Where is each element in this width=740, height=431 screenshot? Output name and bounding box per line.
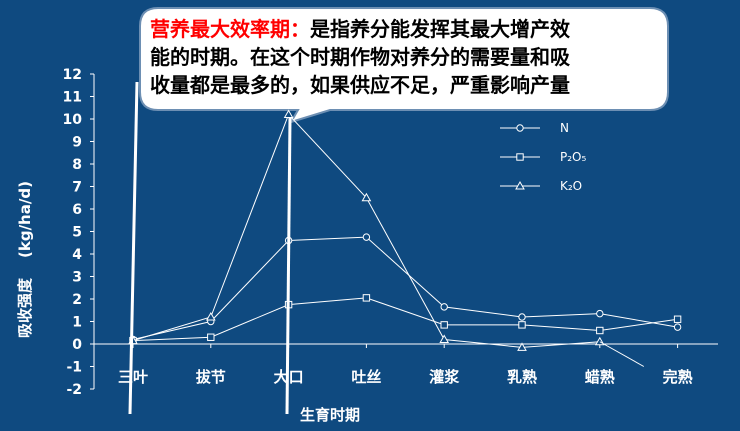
y-tick-label: 10 xyxy=(63,112,83,128)
data-point xyxy=(596,309,604,318)
x-category-label: 吐丝 xyxy=(351,368,381,386)
k2o-leader-line xyxy=(599,341,645,367)
data-point xyxy=(440,321,448,329)
y-axis-label: 吸收强度 xyxy=(16,277,34,338)
y-axis-unit: (kg/ha/d) xyxy=(16,181,34,258)
data-point xyxy=(439,334,450,343)
legend: N P₂O₅ K₂O xyxy=(500,121,586,193)
y-tick-label: 2 xyxy=(72,292,82,308)
y-tick-label: 3 xyxy=(72,270,82,286)
y-tick-label: 9 xyxy=(72,135,82,151)
callout-line-1-text: 是指养分能发挥其最大增产效 xyxy=(309,17,570,41)
series-2 xyxy=(128,109,605,351)
x-category-label: 拔节 xyxy=(196,368,226,386)
x-category-label: 灌浆 xyxy=(429,368,460,386)
callout-shape xyxy=(139,7,669,124)
series-group xyxy=(128,109,682,367)
callout-line-3: 收量都是最多的，如果供应不足，严重影响产量 xyxy=(150,73,570,97)
series-line-0 xyxy=(132,236,678,340)
data-point xyxy=(673,323,682,331)
annotation-line-right xyxy=(285,117,292,415)
annotation-line-left xyxy=(128,81,139,415)
y-tick-label: 8 xyxy=(72,157,82,173)
legend-marker xyxy=(516,153,524,161)
y-tick-label: 7 xyxy=(72,180,82,196)
data-point xyxy=(207,333,215,341)
x-category-label: 完熟 xyxy=(663,368,693,386)
y-tick-label: 4 xyxy=(72,247,82,263)
data-point xyxy=(440,303,448,311)
legend-label: K₂O xyxy=(560,179,582,193)
legend-marker xyxy=(515,180,525,190)
x-category-label: 蜡熟 xyxy=(585,368,615,386)
y-tick-label: -1 xyxy=(66,360,82,376)
data-point xyxy=(361,192,372,202)
callout-title: 营养最大效率期： xyxy=(150,17,310,41)
x-axis-label: 生育时期 xyxy=(300,406,360,424)
data-point xyxy=(518,313,526,321)
data-point xyxy=(518,321,526,329)
y-tick-label: 11 xyxy=(63,90,82,106)
data-point xyxy=(205,311,216,321)
data-point xyxy=(362,233,371,241)
y-tick-label: 1 xyxy=(72,315,82,331)
x-category-label: 乳熟 xyxy=(507,368,537,386)
data-point xyxy=(362,294,371,302)
data-point xyxy=(596,326,604,335)
x-category-labels: 三叶拔节大口吐丝灌浆乳熟蜡熟完熟 xyxy=(118,368,693,386)
x-category-label: 三叶 xyxy=(118,368,148,386)
y-tick-label: -2 xyxy=(66,382,82,398)
y-tick-label: 5 xyxy=(72,225,82,241)
data-point xyxy=(283,109,294,118)
data-point xyxy=(517,342,527,351)
callout-line-1: 营养最大效率期：是指养分能发挥其最大增产效 xyxy=(150,17,570,41)
callout-bubble: 营养最大效率期：是指养分能发挥其最大增产效 能的时期。在这个时期作物对养分的需要… xyxy=(139,7,669,124)
data-point xyxy=(673,315,682,323)
legend-label: N xyxy=(560,121,569,135)
series-line-2 xyxy=(132,113,600,348)
y-tick-label: 12 xyxy=(63,67,82,83)
y-tick-label: 0 xyxy=(72,337,82,353)
series-0 xyxy=(129,233,682,344)
legend-label: P₂O₅ xyxy=(560,150,586,164)
callout-line-2: 能的时期。在这个时期作物对养分的需要量和吸 xyxy=(150,45,571,69)
axes xyxy=(90,73,718,390)
legend-marker xyxy=(516,124,524,132)
series-line-1 xyxy=(132,297,678,342)
y-tick-label: 6 xyxy=(72,202,82,218)
